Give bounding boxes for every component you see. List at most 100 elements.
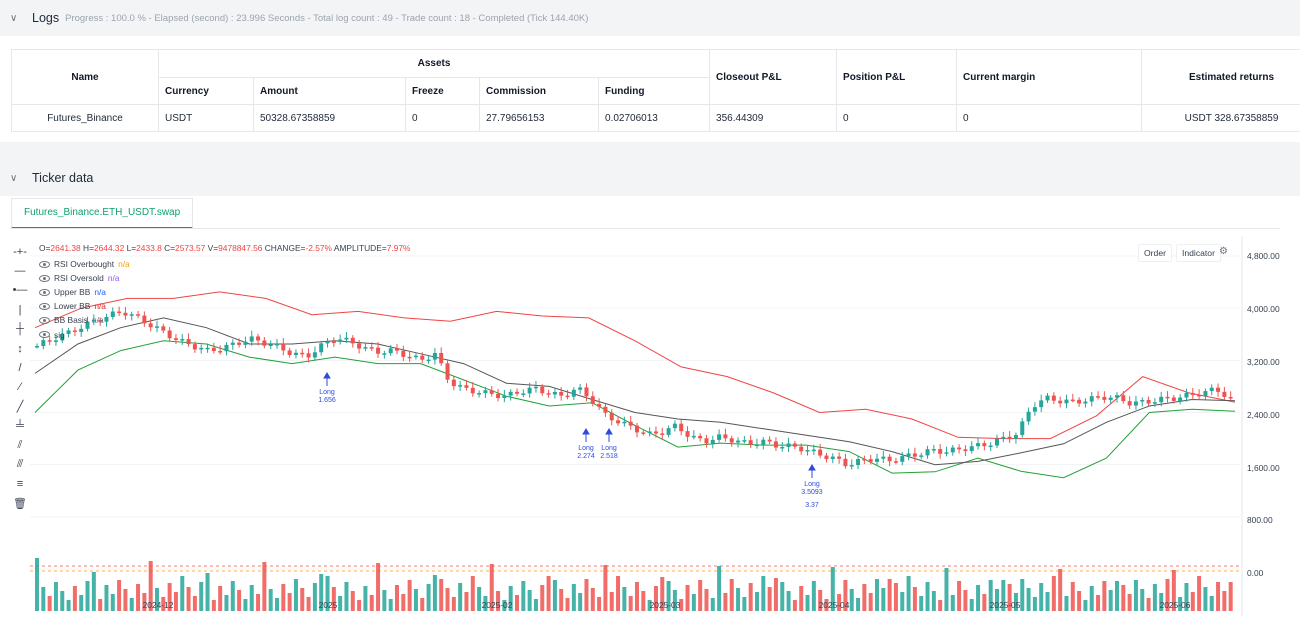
horizontal-ray-icon[interactable]: •— (12, 284, 28, 297)
eye-icon[interactable] (39, 274, 50, 282)
candle-body (110, 311, 115, 318)
candle-body (565, 395, 570, 398)
chevron-down-icon[interactable]: ∨ (10, 172, 18, 184)
volume-bar (136, 584, 141, 611)
cell-position: 0 (836, 104, 958, 132)
logs-header[interactable]: ∨ Logs Progress : 100.0 % - Elapsed (sec… (0, 0, 1300, 36)
volume-bar (1013, 593, 1018, 611)
volume-bar (925, 582, 930, 611)
extended-line-icon[interactable]: ╱ (16, 401, 24, 414)
candle-body (1096, 396, 1101, 398)
fib-retracement-icon[interactable]: ≡ (16, 478, 24, 491)
candle-body (230, 342, 235, 345)
horizontal-line-icon[interactable]: — (14, 265, 26, 278)
candle-body (546, 393, 551, 395)
tab-eth-usdt-swap[interactable]: Futures_Binance.ETH_USDT.swap (11, 198, 194, 229)
candle-body (470, 387, 475, 394)
candle-body (1026, 411, 1031, 422)
crosshair-icon[interactable]: -+- (13, 245, 27, 258)
trash-icon[interactable]: 🗑 (13, 498, 27, 511)
signal-label: Long (601, 445, 617, 452)
candlestick-chart[interactable]: Long1.656Long2.274Long2.518Long3.50933.3… (30, 236, 1245, 616)
legend-bb-basis[interactable]: BB Basis n/a (39, 313, 130, 327)
candle-body (136, 314, 141, 316)
volume-bar (988, 580, 993, 611)
cell-estimated: USDT 328.67358859 (1141, 104, 1300, 132)
candle-body (117, 311, 122, 314)
parallel-channel-icon[interactable]: ⫽ (17, 439, 23, 452)
volume-bar (192, 596, 197, 611)
ticker-panel: Futures_Binance.ETH_USDT.swap -+- — •— |… (0, 196, 1300, 626)
settings-icon[interactable]: ⚙ (1219, 246, 1228, 257)
legend-lower-bb[interactable]: Lower BB n/a (39, 299, 130, 313)
volume-bar (849, 589, 854, 611)
trend-line-icon[interactable]: / (18, 362, 22, 375)
cell-margin: 0 (956, 104, 1143, 132)
eye-icon[interactable] (39, 316, 50, 324)
x-tick-label: 2025-05 (989, 600, 1021, 610)
volume-bar (515, 595, 519, 611)
eye-icon[interactable] (39, 302, 50, 310)
legend-sig[interactable]: sig (39, 327, 130, 341)
candle-body (666, 428, 671, 435)
candle-body (931, 449, 936, 451)
volume-bar (672, 590, 677, 611)
vertical-line-icon[interactable]: | (18, 303, 22, 316)
amplitude-value: 7.97% (386, 243, 411, 253)
volume-bar (243, 599, 248, 611)
candle-body (698, 435, 703, 439)
eye-icon[interactable] (39, 331, 50, 339)
legend-upper-bb[interactable]: Upper BB n/a (39, 285, 130, 299)
col-position: Position P&L (836, 49, 958, 105)
vertical-arrow-icon[interactable]: ↕ (17, 342, 23, 355)
order-button[interactable]: Order (1138, 244, 1172, 262)
ticker-header[interactable]: ∨ Ticker data (0, 160, 1300, 196)
low-label: L= (124, 243, 137, 253)
fib-channel-icon[interactable]: ⫻ (16, 458, 24, 471)
volume-bar (508, 586, 513, 611)
volume-bar (104, 585, 109, 611)
signal-value: 3.37 (805, 502, 819, 509)
volume-bar (521, 581, 526, 611)
volume-bar (199, 582, 204, 611)
legend-rsi-overbought[interactable]: RSI Overbought n/a (39, 257, 130, 271)
volume-bar (546, 576, 551, 611)
eye-icon[interactable] (39, 288, 50, 296)
chevron-down-icon[interactable]: ∨ (10, 12, 18, 24)
volume-bar (180, 576, 185, 611)
candle-body (350, 337, 355, 344)
change-label: CHANGE= (262, 243, 306, 253)
trend-ray-icon[interactable]: ⁄ (19, 381, 21, 394)
volume-bar (603, 565, 608, 611)
volume-bar (489, 564, 494, 611)
volume-bar (350, 591, 355, 611)
legend-rsi-oversold[interactable]: RSI Oversold n/a (39, 271, 130, 285)
candle-body (237, 342, 242, 345)
volume-bar (571, 584, 576, 611)
volume-bar (957, 581, 962, 611)
volume-bar (237, 590, 242, 611)
volume-bar (1102, 581, 1107, 611)
candle-body (1209, 387, 1214, 392)
price-line-icon[interactable]: ╧ (16, 420, 24, 433)
x-tick-label: 2025-03 (649, 600, 681, 610)
indicator-button[interactable]: Indicator (1175, 244, 1221, 262)
volume-bar (148, 561, 153, 611)
vertical-segment-icon[interactable]: ┼ (16, 323, 24, 336)
volume-bar (976, 585, 981, 611)
volume-bar (1096, 595, 1101, 611)
volume-bar (1190, 592, 1195, 611)
candle-body (47, 340, 52, 342)
volume-bar (893, 583, 898, 611)
volume-bar (161, 597, 166, 611)
volume-bar (527, 590, 532, 611)
volume-bar (1001, 580, 1006, 611)
y-tick-label: 800.00 (1247, 515, 1273, 525)
volume-bar (91, 572, 96, 611)
candle-body (180, 339, 185, 341)
volume-bar (761, 576, 766, 611)
candle-body (862, 459, 867, 461)
eye-icon[interactable] (39, 260, 50, 268)
signal-label: Long (578, 445, 594, 452)
volume-bar (1159, 593, 1164, 611)
